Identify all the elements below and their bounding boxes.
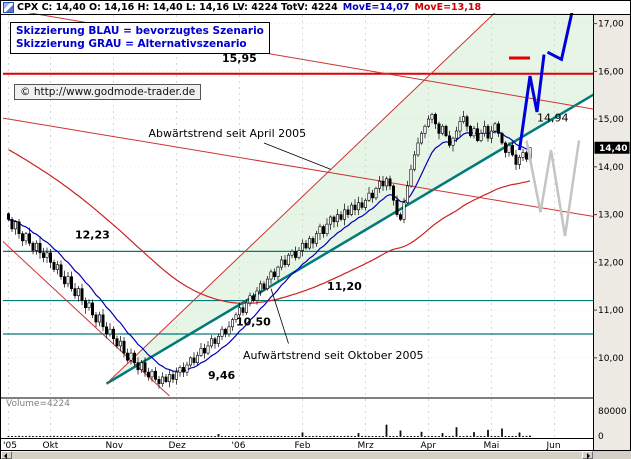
svg-text:0: 0 — [598, 432, 604, 442]
scrollbar-corner — [593, 450, 631, 459]
svg-text:15,95: 15,95 — [222, 52, 257, 65]
svg-text:11,20: 11,20 — [327, 280, 362, 293]
svg-text:80000: 80000 — [598, 407, 627, 417]
gray-scenario-path — [525, 140, 581, 237]
svg-text:Jun: Jun — [546, 441, 561, 451]
annotation-pointer — [270, 288, 289, 344]
blue-scenario-path-1 — [518, 54, 546, 151]
volume-bars — [7, 424, 531, 437]
svg-text:'06: '06 — [232, 441, 246, 451]
candlestick-series — [7, 110, 532, 389]
gridlines — [3, 15, 593, 437]
svg-text:14,40: 14,40 — [599, 144, 627, 154]
svg-text:Nov: Nov — [106, 441, 124, 451]
svg-text:Abwärtstrend seit April 2005: Abwärtstrend seit April 2005 — [149, 127, 307, 140]
scroll-right-button[interactable] — [582, 451, 593, 459]
legend-line-gray: Skizzierung GRAU = Alternativszenario — [16, 38, 247, 50]
info-bar: CPX C: 14,40 O: 14,16 H: 14,40 L: 14,16 … — [1, 1, 630, 14]
svg-text:Apr: Apr — [421, 441, 437, 451]
svg-text:12,23: 12,23 — [75, 228, 110, 241]
legend-line-blue: Skizzierung BLAU = bevorzugtes Szenario — [16, 25, 264, 37]
mov-e-slow-readout: MovE=13,18 — [414, 2, 482, 13]
svg-text:Mai: Mai — [484, 441, 500, 451]
chart-annotations: 15,95 14,94 12,23 11,20 10,50 9,46 Abwärtstren… — [75, 52, 569, 382]
svg-text:14,00: 14,00 — [598, 163, 624, 173]
svg-text:14,94: 14,94 — [537, 111, 569, 124]
ohlc-readout: CPX C: 14,40 O: 14,16 H: 14,40 L: 14,16 … — [17, 2, 338, 13]
svg-text:10,50: 10,50 — [236, 315, 271, 328]
blue-scenario-path-2 — [546, 13, 574, 62]
price-axis: 17,00 16,00 15,00 14,00 13,00 12,00 11,00 10,00… — [593, 20, 630, 442]
trend-channel-fill — [106, 13, 593, 384]
price-axis-panel[interactable] — [593, 14, 630, 450]
chart-icon — [3, 2, 14, 13]
mov-e-fast-readout: MovE=14,07 — [342, 2, 410, 13]
downtrend-april-2005 — [3, 117, 593, 217]
svg-text:Aufwärtstrend seit Oktober 200: Aufwärtstrend seit Oktober 2005 — [243, 349, 424, 362]
horizontal-scrollbar[interactable] — [1, 450, 593, 459]
svg-text:15,00: 15,00 — [598, 115, 624, 125]
annotation-pointer — [263, 142, 331, 170]
svg-text:Okt: Okt — [43, 441, 59, 451]
current-price-tag — [594, 141, 630, 154]
svg-text:Dez: Dez — [169, 441, 186, 451]
svg-text:12,00: 12,00 — [598, 258, 624, 268]
wedge-upper-line — [106, 13, 496, 384]
svg-text:9,46: 9,46 — [208, 369, 235, 382]
svg-text:10,00: 10,00 — [598, 354, 624, 364]
svg-text:13,00: 13,00 — [598, 211, 624, 221]
svg-text:'05: '05 — [3, 441, 17, 451]
right-arrow-icon — [587, 453, 590, 459]
svg-text:17,00: 17,00 — [598, 20, 624, 30]
scenario-legend: Skizzierung BLAU = bevorzugtes Szenario … — [10, 22, 270, 54]
scroll-left-button[interactable] — [1, 451, 12, 459]
ma-line-p75 — [8, 149, 531, 304]
scrollbar-track[interactable] — [12, 451, 582, 459]
watermark: © http://www.godmode-trader.de — [14, 84, 202, 100]
ma-line-p12 — [8, 131, 531, 372]
volume-label: Volume=4224 — [6, 399, 70, 409]
svg-text:Mrz: Mrz — [358, 441, 374, 451]
left-arrow-icon — [4, 453, 7, 459]
uptrend-oktober-2005 — [105, 93, 593, 385]
svg-text:11,00: 11,00 — [598, 306, 624, 316]
svg-text:Feb: Feb — [295, 441, 311, 451]
time-axis: '05 Okt Nov Dez '06 Feb Mrz Apr Mai Jun — [3, 441, 561, 451]
svg-text:16,00: 16,00 — [598, 67, 624, 77]
